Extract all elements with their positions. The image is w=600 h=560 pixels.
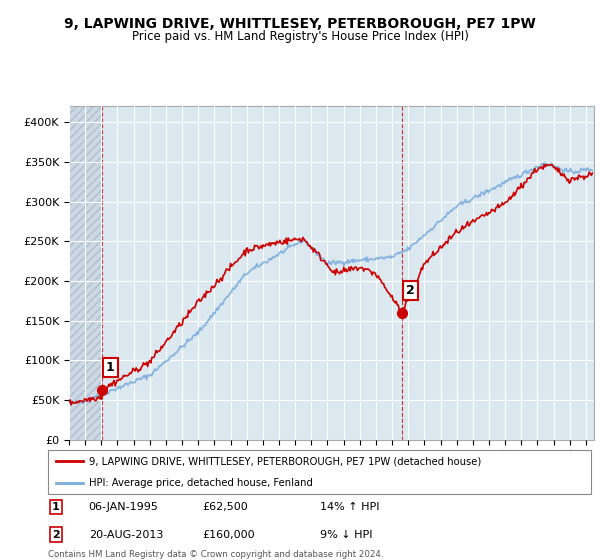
Text: £62,500: £62,500 (203, 502, 248, 512)
Text: 9% ↓ HPI: 9% ↓ HPI (320, 530, 372, 540)
Text: 14% ↑ HPI: 14% ↑ HPI (320, 502, 379, 512)
Text: HPI: Average price, detached house, Fenland: HPI: Average price, detached house, Fenl… (89, 478, 313, 488)
Text: £160,000: £160,000 (203, 530, 256, 540)
FancyBboxPatch shape (48, 450, 591, 494)
Text: 20-AUG-2013: 20-AUG-2013 (89, 530, 163, 540)
Text: 1: 1 (52, 502, 59, 512)
Text: Contains HM Land Registry data © Crown copyright and database right 2024.
This d: Contains HM Land Registry data © Crown c… (48, 550, 383, 560)
Text: 1: 1 (106, 361, 115, 374)
Text: 2: 2 (52, 530, 59, 540)
Text: 9, LAPWING DRIVE, WHITTLESEY, PETERBOROUGH, PE7 1PW (detached house): 9, LAPWING DRIVE, WHITTLESEY, PETERBOROU… (89, 456, 481, 466)
Bar (69, 106, 102, 440)
Text: 06-JAN-1995: 06-JAN-1995 (89, 502, 158, 512)
Text: Price paid vs. HM Land Registry's House Price Index (HPI): Price paid vs. HM Land Registry's House … (131, 30, 469, 43)
Text: 2: 2 (406, 284, 415, 297)
Text: 9, LAPWING DRIVE, WHITTLESEY, PETERBOROUGH, PE7 1PW: 9, LAPWING DRIVE, WHITTLESEY, PETERBOROU… (64, 16, 536, 30)
